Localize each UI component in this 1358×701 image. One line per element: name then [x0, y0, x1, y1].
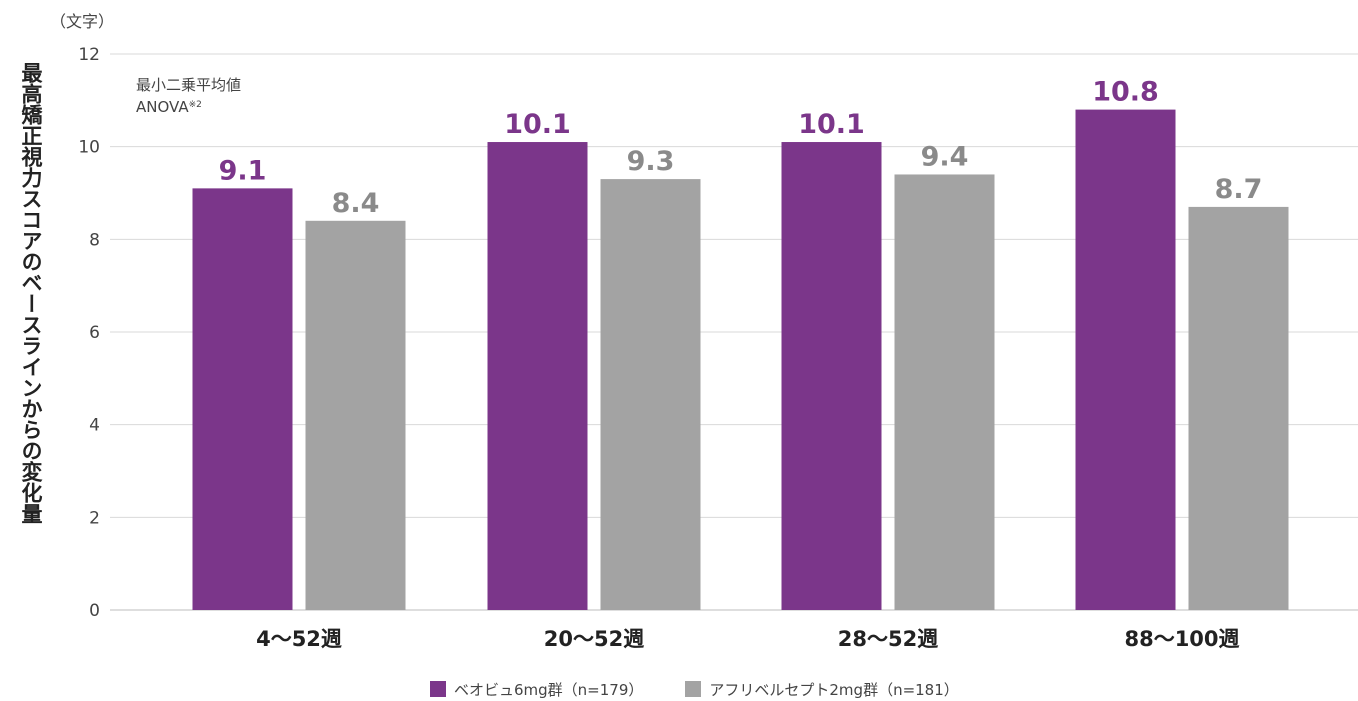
- stat-note-method: ANOVA: [136, 98, 189, 116]
- bars: [192, 109, 1289, 611]
- legend-label-series-1: ベオビュ6mg群（n=179）: [454, 680, 644, 699]
- y-tick-label: 4: [89, 416, 100, 436]
- value-labels: 9.1 8.4 10.1 9.3 10.1 9.4 10.8 8.7: [219, 77, 1263, 219]
- value-label: 10.1: [798, 109, 865, 140]
- bar-series-1: [781, 142, 882, 611]
- y-tick-label: 0: [89, 601, 100, 621]
- x-tick-label: 88〜100週: [1124, 627, 1239, 651]
- y-tick-label: 2: [89, 508, 100, 528]
- value-label: 10.1: [504, 109, 571, 140]
- bar-series-2: [894, 174, 995, 610]
- y-tick-label: 6: [89, 323, 100, 343]
- bar-series-2: [1188, 206, 1289, 610]
- y-ticks: 0 2 4 6 8 10 12: [78, 45, 100, 621]
- x-tick-label: 4〜52週: [256, 627, 342, 651]
- value-label: 9.1: [219, 155, 267, 186]
- bar-series-2: [600, 179, 701, 610]
- legend-swatch-series-2: [685, 681, 702, 697]
- value-label: 10.8: [1092, 77, 1159, 108]
- value-label: 8.4: [332, 188, 380, 219]
- stat-note-footnote-mark: ※2: [188, 100, 202, 110]
- y-tick-label: 10: [78, 138, 100, 158]
- x-tick-label: 20〜52週: [544, 627, 644, 651]
- legend-label-series-2: アフリベルセプト2mg群（n=181）: [709, 680, 959, 699]
- value-label: 8.7: [1215, 174, 1263, 205]
- x-ticks: 4〜52週 20〜52週 28〜52週 88〜100週: [256, 627, 1239, 651]
- bar-series-1: [487, 142, 588, 611]
- x-tick-label: 28〜52週: [838, 627, 938, 651]
- y-unit-label: （文字）: [50, 12, 115, 31]
- value-label: 9.4: [921, 141, 969, 172]
- y-tick-label: 12: [78, 45, 100, 65]
- bar-series-1: [192, 188, 293, 610]
- stat-note: 最小二乗平均値 ANOVA※2: [136, 74, 241, 118]
- bar-series-1: [1075, 109, 1176, 610]
- legend: ベオビュ6mg群（n=179） アフリベルセプト2mg群（n=181）: [430, 678, 1001, 700]
- stat-note-line2: ANOVA※2: [136, 96, 241, 118]
- bar-series-2: [305, 220, 406, 611]
- value-label: 9.3: [627, 146, 675, 177]
- y-axis-label: 最高矯正視力スコアのベースラインからの変化量: [19, 62, 43, 524]
- stat-note-line1: 最小二乗平均値: [136, 76, 242, 94]
- legend-swatch-series-1: [430, 681, 446, 697]
- legend-item-series-2: アフリベルセプト2mg群（n=181）: [685, 679, 959, 700]
- y-tick-label: 8: [89, 230, 100, 250]
- legend-item-series-1: ベオビュ6mg群（n=179）: [430, 679, 643, 700]
